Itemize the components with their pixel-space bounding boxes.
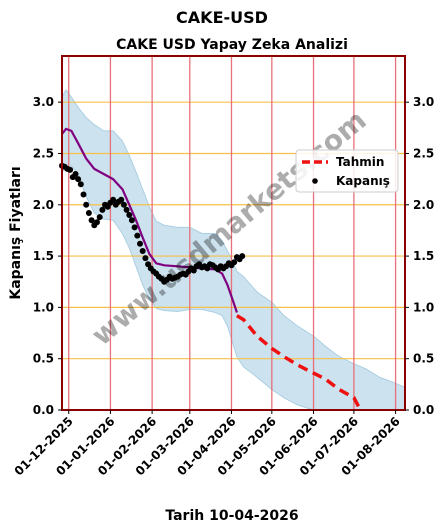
- close-point: [120, 201, 127, 208]
- legend-label-close: Kapanış: [336, 174, 390, 188]
- y-tick-label: 0.5: [33, 352, 54, 366]
- y-tick-label-right: 0.5: [413, 352, 434, 366]
- close-point: [126, 212, 133, 218]
- close-point: [134, 232, 141, 239]
- y-tick-label-right: 3.0: [413, 95, 434, 109]
- y-tick-label-right: 1.5: [413, 249, 434, 263]
- close-point: [137, 240, 143, 247]
- close-point: [85, 210, 92, 216]
- y-tick-label-right: 2.0: [413, 198, 434, 212]
- close-point: [77, 181, 84, 188]
- close-point: [67, 166, 74, 173]
- close-point: [80, 191, 87, 198]
- legend-label-forecast: Tahmin: [336, 155, 384, 169]
- close-point: [83, 201, 90, 208]
- close-point: [231, 259, 238, 266]
- y-tick-label: 0.0: [33, 403, 54, 417]
- legend-swatch-close: [312, 178, 318, 184]
- footer-date: Tarih 10-04-2026: [165, 508, 298, 524]
- plot-frame: [61, 55, 406, 411]
- y-tick-label-right: 1.0: [413, 300, 434, 314]
- close-point: [75, 176, 82, 183]
- close-point: [110, 196, 117, 203]
- close-point: [72, 171, 79, 177]
- y-axis-label: Kapanış Fiyatları: [8, 166, 24, 299]
- close-point: [139, 248, 146, 254]
- y-tick-label-right: 2.5: [413, 146, 434, 160]
- y-tick-label: 3.0: [33, 95, 54, 109]
- close-point: [99, 206, 106, 213]
- forecast-line: [235, 314, 361, 409]
- close-point: [118, 196, 125, 203]
- close-point: [131, 224, 138, 231]
- legend: Tahmin Kapanış: [295, 149, 399, 193]
- y-tick-label: 1.5: [33, 249, 54, 263]
- y-tick-label: 1.0: [33, 300, 54, 314]
- close-point: [96, 214, 103, 221]
- close-point: [88, 217, 95, 224]
- close-point: [128, 217, 135, 224]
- close-point: [239, 253, 246, 260]
- close-point: [94, 219, 100, 226]
- y-tick-label: 2.5: [33, 146, 54, 160]
- plot-area: [59, 56, 406, 411]
- close-point: [142, 255, 149, 262]
- y-tick-label: 2.0: [33, 198, 54, 212]
- page-title: CAKE-USD: [176, 8, 268, 27]
- y-tick-label-right: 0.0: [413, 403, 434, 417]
- close-point: [123, 206, 130, 213]
- plot-border: [61, 55, 406, 411]
- chart-title: CAKE USD Yapay Zeka Analizi: [116, 37, 348, 53]
